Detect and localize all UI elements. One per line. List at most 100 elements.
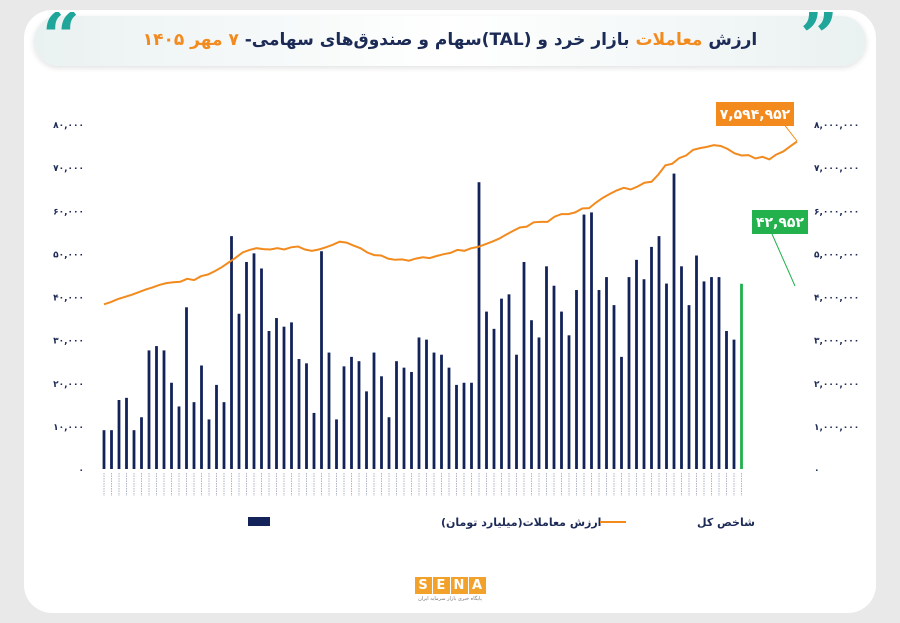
bar	[222, 402, 226, 469]
left-tick-label: ۴۰,۰۰۰	[53, 294, 84, 304]
bar	[215, 384, 218, 469]
bar	[485, 311, 488, 469]
index-line	[103, 140, 798, 306]
bar	[342, 366, 346, 469]
left-tick-label: ۵۰,۰۰۰	[53, 250, 84, 260]
bar	[567, 335, 571, 469]
bar	[477, 182, 481, 469]
sena-logo: S E N A پایگاه خبری بازار سرمایه ایران	[412, 577, 488, 602]
left-tick-label: ۶۰,۰۰۰	[53, 207, 84, 217]
right-tick-label: ۰	[814, 466, 820, 476]
title-banner	[34, 16, 866, 66]
title-part-1: ارزش	[708, 30, 758, 50]
bar	[515, 354, 518, 469]
index-callout-value: ۷,۵۹۴,۹۵۲	[720, 107, 791, 123]
title-part-3: بازار خرد و (TAL)سهام و صندوق‌های سهامی-	[244, 30, 630, 50]
right-tick-label: ۵,۰۰۰,۰۰۰	[814, 250, 859, 260]
bar	[605, 277, 608, 469]
legend-line-label: شاخص کل	[697, 516, 755, 529]
bar	[507, 294, 511, 469]
legend-bars-label: ارزش معاملات(میلیارد تومان)	[441, 516, 601, 529]
bar	[177, 406, 181, 469]
bar	[432, 352, 436, 469]
bar	[530, 320, 533, 469]
bar	[590, 212, 593, 469]
bar	[185, 307, 188, 469]
title-part-2: معاملات	[635, 30, 703, 50]
bar	[417, 337, 421, 469]
left-tick-label: ۲۰,۰۰۰	[53, 380, 84, 390]
logo-letter-e: E	[432, 577, 450, 594]
bar	[117, 400, 121, 469]
chart-title: ارزش معاملات بازار خرد و (TAL)سهام و صند…	[120, 26, 780, 54]
left-tick-label: ۸۰,۰۰۰	[53, 121, 84, 131]
bar	[297, 359, 301, 469]
bar	[387, 417, 391, 469]
bar	[282, 326, 286, 469]
bar	[710, 277, 713, 469]
bar	[267, 331, 271, 469]
bar	[252, 253, 256, 469]
quote-mark-right-icon: ”	[800, 12, 838, 62]
bar	[132, 430, 136, 469]
bar	[665, 283, 668, 469]
bar	[440, 354, 443, 469]
bar	[402, 367, 406, 469]
right-tick-label: ۴,۰۰۰,۰۰۰	[814, 294, 859, 304]
bar	[552, 285, 556, 469]
bar	[170, 382, 173, 469]
left-tick-label: ۷۰,۰۰۰	[53, 164, 84, 174]
bar	[312, 412, 316, 469]
bar	[147, 350, 151, 469]
bar	[192, 402, 196, 469]
bar	[410, 371, 413, 469]
bar	[725, 331, 728, 469]
x-axis-labels	[103, 473, 742, 496]
last-callout-value: ۴۲,۹۵۲	[756, 215, 804, 231]
bar	[702, 281, 706, 469]
bar	[350, 356, 353, 469]
bar	[162, 350, 166, 469]
logo-letter-a: A	[468, 577, 486, 594]
bar	[110, 430, 113, 469]
bar	[597, 290, 601, 469]
bar	[657, 236, 661, 469]
right-tick-label: ۶,۰۰۰,۰۰۰	[814, 207, 859, 217]
title-date: ۷ مهر ۱۴۰۵	[142, 30, 239, 50]
bar	[357, 361, 361, 469]
bar	[335, 419, 338, 469]
bar	[290, 322, 293, 469]
left-tick-label: ۰	[79, 466, 85, 476]
bar	[492, 328, 496, 469]
bar	[245, 262, 248, 469]
right-tick-label: ۷,۰۰۰,۰۰۰	[814, 164, 859, 174]
bar	[635, 259, 638, 469]
bar	[365, 391, 368, 469]
left-tick-label: ۱۰,۰۰۰	[53, 423, 84, 433]
logo-subtitle: پایگاه خبری بازار سرمایه ایران	[418, 596, 482, 602]
legend-bars-swatch	[248, 517, 270, 526]
left-axis: ۸۰,۰۰۰ ۷۰,۰۰۰ ۶۰,۰۰۰ ۵۰,۰۰۰ ۴۰,۰۰۰ ۳۰,۰۰۰ ۲۰,۰…	[53, 121, 84, 476]
bar	[642, 279, 646, 469]
bar	[545, 266, 548, 469]
bar	[230, 236, 233, 469]
quote-mark-left-icon: “	[42, 12, 80, 62]
bar	[462, 382, 466, 469]
bar	[740, 283, 743, 469]
bar	[320, 251, 323, 469]
right-tick-label: ۸,۰۰۰,۰۰۰	[814, 121, 859, 131]
right-tick-label: ۱,۰۰۰,۰۰۰	[814, 423, 859, 433]
bar	[125, 397, 128, 469]
bar	[102, 430, 106, 469]
logo-letter-s: S	[414, 577, 432, 594]
bar	[207, 419, 211, 469]
bar	[455, 384, 458, 469]
right-tick-label: ۲,۰۰۰,۰۰۰	[814, 380, 859, 390]
bar	[395, 361, 398, 469]
bar	[732, 339, 736, 469]
last-callout-box	[752, 210, 808, 234]
index-callout-box	[716, 102, 794, 126]
bar	[695, 255, 698, 469]
bar	[650, 246, 653, 469]
